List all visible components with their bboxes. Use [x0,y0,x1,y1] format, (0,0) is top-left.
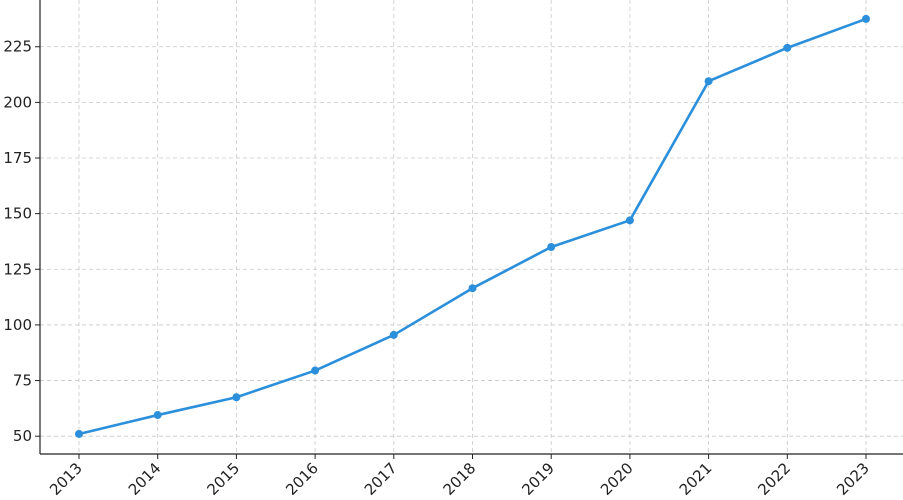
data-point [625,216,634,225]
data-point [783,43,792,52]
grid [40,0,903,454]
y-axis-ticks: 50 75 100 125 150 175 200 225 [3,38,40,445]
series [75,14,870,438]
y-tick-label: 100 [3,316,32,334]
x-tick-label: 2014 [125,459,165,499]
y-tick-label: 150 [3,205,32,223]
data-point [547,243,556,252]
y-tick-label: 75 [13,372,32,390]
data-point [704,77,713,86]
x-tick-label: 2013 [46,459,86,499]
x-tick-label: 2020 [597,459,637,499]
y-tick-label: 200 [3,93,32,111]
y-tick-label: 50 [13,427,32,445]
y-tick-label: 225 [3,38,32,56]
x-tick-label: 2018 [440,459,480,499]
y-tick-label: 125 [3,260,32,278]
x-axis-ticks: 2013 2014 2015 2016 2017 2018 2019 2020 2021 2022… [46,454,873,499]
data-point [389,330,398,339]
data-point [153,411,162,420]
x-tick-label: 2023 [833,459,873,499]
x-tick-label: 2016 [282,459,322,499]
data-point [232,393,241,402]
data-point [862,14,870,23]
data-point [468,284,477,293]
x-tick-label: 2017 [361,459,401,499]
data-point [75,429,83,438]
x-tick-label: 2021 [676,459,716,499]
x-tick-label: 2022 [754,459,794,499]
x-tick-label: 2019 [518,459,558,499]
y-tick-label: 175 [3,149,32,167]
axes [39,0,903,455]
data-point [311,366,320,375]
x-tick-label: 2015 [203,459,243,499]
